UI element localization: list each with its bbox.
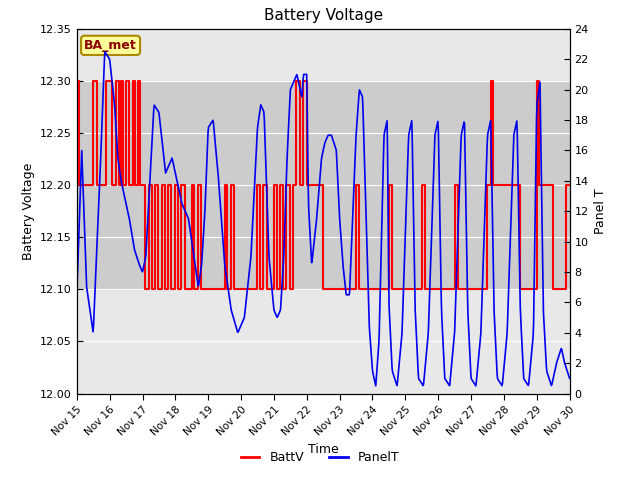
Y-axis label: Battery Voltage: Battery Voltage <box>22 163 35 260</box>
PanelT <box>458 128 466 134</box>
BattV <box>227 182 234 188</box>
PanelT <box>124 208 131 214</box>
Y-axis label: Panel T: Panel T <box>595 188 607 234</box>
X-axis label: Time: Time <box>308 443 339 456</box>
PanelT <box>291 77 298 83</box>
PanelT <box>101 49 109 55</box>
PanelT <box>273 313 280 319</box>
PanelT <box>372 383 380 389</box>
BattV <box>141 182 149 188</box>
Text: BA_met: BA_met <box>84 39 137 52</box>
Line: PanelT: PanelT <box>77 52 570 386</box>
Legend: BattV, PanelT: BattV, PanelT <box>236 446 404 469</box>
BattV <box>73 78 81 84</box>
PanelT <box>467 373 475 379</box>
PanelT <box>73 292 81 298</box>
Line: BattV: BattV <box>77 81 570 289</box>
BattV <box>141 287 149 292</box>
BattV <box>270 182 278 188</box>
Title: Battery Voltage: Battery Voltage <box>264 9 383 24</box>
Bar <box>77 81 570 289</box>
BattV <box>117 182 125 188</box>
PanelT <box>412 328 420 334</box>
BattV <box>151 182 159 188</box>
BattV <box>566 182 573 188</box>
BattV <box>145 287 153 292</box>
PanelT <box>566 375 573 381</box>
